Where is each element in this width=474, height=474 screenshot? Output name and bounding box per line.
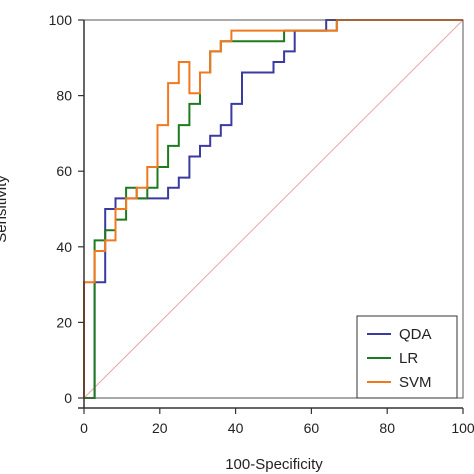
x-tick-label: 60 (304, 420, 320, 436)
series-line-qda (84, 19, 463, 399)
series-line-lr (84, 19, 463, 399)
legend-label-qda: QDA (399, 326, 432, 343)
legend: QDA LR SVM (356, 315, 458, 399)
x-tick-label: 80 (379, 420, 395, 436)
x-tick-label: 0 (80, 420, 88, 436)
y-tick-label: 20 (56, 314, 72, 330)
x-axis-label: 100-Specificity (225, 456, 323, 473)
axes-layer (78, 19, 464, 409)
reference-diagonal-layer (83, 19, 464, 399)
x-tick-label: 40 (228, 420, 244, 436)
y-tick-label: 40 (56, 239, 72, 255)
y-tick-label: 0 (64, 390, 72, 406)
x-tick-label: 100 (451, 420, 474, 436)
x-tick-label: 20 (152, 420, 168, 436)
legend-label-lr: LR (399, 350, 418, 367)
ticks-layer: 0 20 40 60 80 100 0 20 40 60 80 100 (49, 12, 474, 436)
series-line-svm (83, 19, 463, 398)
reference-diagonal-line (83, 19, 464, 399)
y-tick-label: 60 (56, 163, 72, 179)
legend-label-svm: SVM (399, 374, 432, 391)
y-axis-label: Sensitivity (0, 175, 10, 243)
series-layer (83, 19, 463, 399)
y-tick-label: 100 (49, 12, 73, 28)
y-tick-label: 80 (56, 88, 72, 104)
